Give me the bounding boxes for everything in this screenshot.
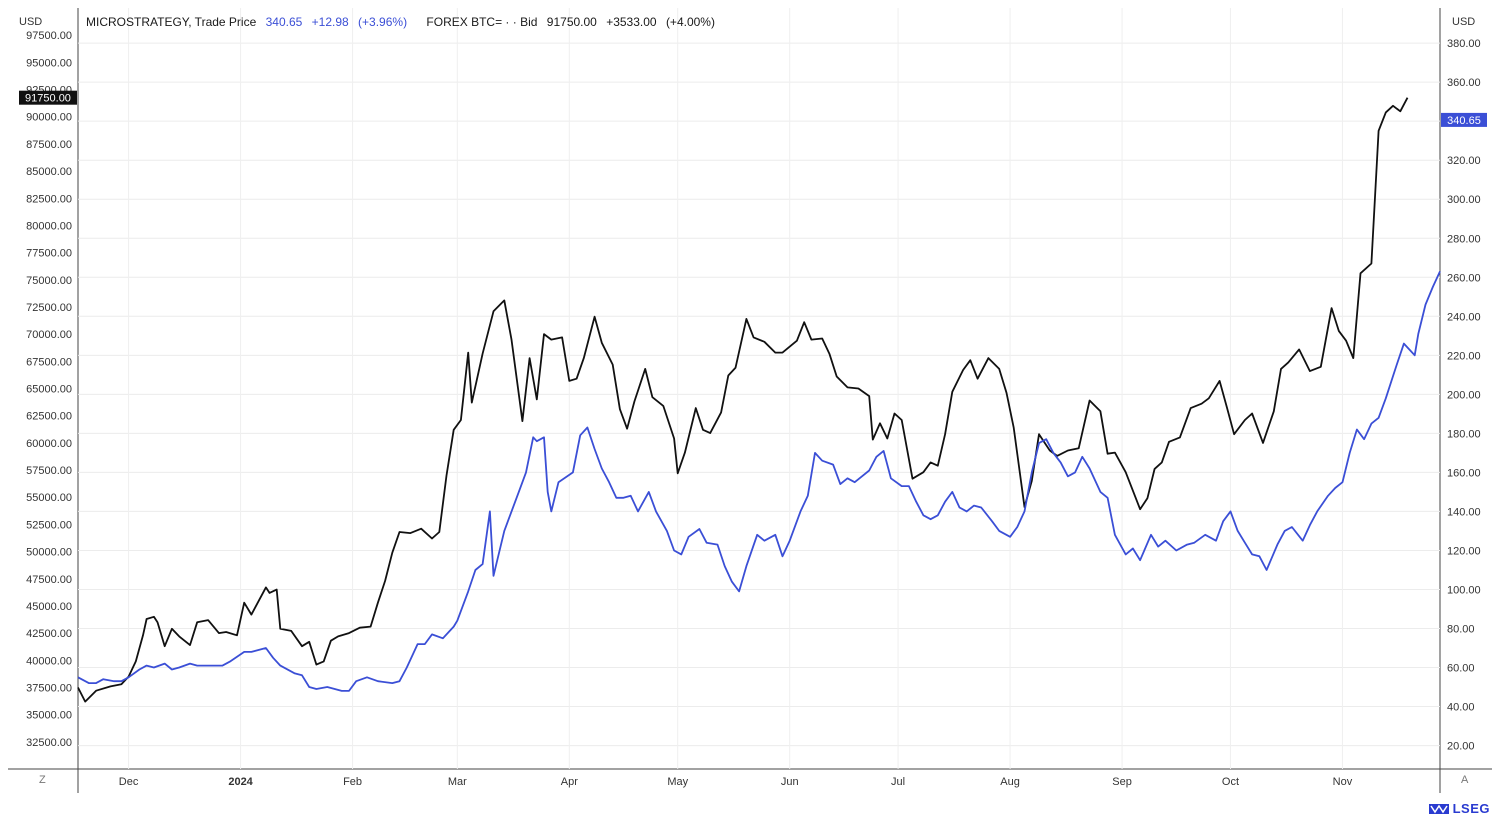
btc-last-tag: 91750.00 <box>25 93 71 105</box>
left-tick-label: 60000.00 <box>26 438 72 450</box>
mstr-last-tag-bg <box>1441 112 1487 127</box>
right-tick-label: 300.00 <box>1447 194 1481 206</box>
left-tick-label: 95000.00 <box>26 57 72 69</box>
right-tick-label: 240.00 <box>1447 311 1481 323</box>
right-tick-label: 160.00 <box>1447 467 1481 479</box>
left-tick-label: 72500.00 <box>26 302 72 314</box>
btc-last-tag-bg <box>19 90 77 105</box>
legend-mstr-name: MICROSTRATEGY, Trade Price <box>86 15 257 29</box>
legend-btc-last: 91750.00 <box>546 15 597 29</box>
right-tick-label: 180.00 <box>1447 428 1481 440</box>
x-tick-label: Dec <box>119 776 139 788</box>
right-tick-label: 60.00 <box>1447 663 1475 675</box>
x-tick-label: Jun <box>781 776 799 788</box>
left-tick-label: 62500.00 <box>26 411 72 423</box>
mstr-line <box>77 271 1441 692</box>
left-tick-label: 40000.00 <box>26 655 72 667</box>
x-tick-label: Sep <box>1112 776 1132 788</box>
right-tick-label: 140.00 <box>1447 506 1481 518</box>
right-tick-label: 20.00 <box>1447 741 1475 753</box>
x-tick-label: 2024 <box>228 776 253 788</box>
lseg-logo: LSEG <box>1428 801 1490 816</box>
x-axis: Dec 2024 Feb Mar Apr May Jun Jul Aug Sep Oct Nov <box>119 776 1353 788</box>
right-tick-label: 280.00 <box>1447 233 1481 245</box>
x-tick-label: Oct <box>1222 776 1239 788</box>
x-tick-label: Mar <box>448 776 467 788</box>
legend: MICROSTRATEGY, Trade Price 340.65 +12.98… <box>86 15 721 29</box>
x-tick-label: Jul <box>891 776 905 788</box>
legend-mstr-change: +12.98 <box>311 15 349 29</box>
left-tick-label: 77500.00 <box>26 248 72 260</box>
x-tick-label: Aug <box>1000 776 1020 788</box>
grid <box>8 8 1492 793</box>
right-tick-label: 200.00 <box>1447 389 1481 401</box>
right-tick-label: 40.00 <box>1447 702 1475 714</box>
left-tick-label: 50000.00 <box>26 547 72 559</box>
btc-line <box>77 97 1409 703</box>
mstr-last-tag: 340.65 <box>1447 115 1481 127</box>
left-tick-label: 82500.00 <box>26 193 72 205</box>
x-tick-label: Apr <box>561 776 578 788</box>
left-tick-label: 80000.00 <box>26 220 72 232</box>
right-tick-label: 220.00 <box>1447 350 1481 362</box>
legend-btc-name: FOREX BTC= · · Bid <box>426 15 538 29</box>
right-tick-label: 100.00 <box>1447 584 1481 596</box>
legend-mstr-pct: (+3.96%) <box>358 15 408 29</box>
left-tick-label: 75000.00 <box>26 275 72 287</box>
right-axis-unit: USD <box>1452 16 1476 28</box>
x-tick-label: Nov <box>1333 776 1353 788</box>
left-tick-label: 47500.00 <box>26 574 72 586</box>
left-tick-label: 85000.00 <box>26 166 72 178</box>
left-tick-label: 90000.00 <box>26 112 72 124</box>
left-tick-label: 42500.00 <box>26 628 72 640</box>
right-tick-label: 80.00 <box>1447 624 1475 636</box>
left-tick-label: 65000.00 <box>26 384 72 396</box>
left-tick-label: 37500.00 <box>26 682 72 694</box>
lseg-logo-text: LSEG <box>1452 801 1490 816</box>
right-tick-label: 360.00 <box>1447 77 1481 89</box>
right-tick-label: 120.00 <box>1447 545 1481 557</box>
left-tick-label: 32500.00 <box>26 737 72 749</box>
legend-mstr-last: 340.65 <box>265 15 303 29</box>
right-y-axis: 20.00 40.00 60.00 80.00 100.00 120.00 140.00 16… <box>1447 38 1481 752</box>
auto-scale-corner-button[interactable]: A <box>1461 774 1469 786</box>
x-tick-label: Feb <box>343 776 362 788</box>
left-axis-unit: USD <box>19 16 43 28</box>
legend-btc-pct: (+4.00%) <box>665 15 715 29</box>
left-tick-label: 87500.00 <box>26 139 72 151</box>
left-tick-label: 45000.00 <box>26 601 72 613</box>
right-tick-label: 380.00 <box>1447 38 1481 50</box>
left-tick-label: 55000.00 <box>26 492 72 504</box>
series-lines <box>77 97 1441 703</box>
x-tick-label: May <box>667 776 688 788</box>
left-y-axis: 32500.00 35000.00 37500.00 40000.00 42500.00… <box>26 30 72 749</box>
last-value-tags: 91750.00 340.65 <box>19 90 1487 127</box>
left-tick-label: 97500.00 <box>26 30 72 42</box>
right-tick-label: 260.00 <box>1447 272 1481 284</box>
legend-btc-change: +3533.00 <box>606 15 657 29</box>
left-tick-label: 67500.00 <box>26 356 72 368</box>
lseg-mark-icon <box>1428 803 1449 814</box>
left-tick-label: 70000.00 <box>26 329 72 341</box>
right-tick-label: 320.00 <box>1447 155 1481 167</box>
zoom-corner-button[interactable]: Z <box>39 774 46 786</box>
left-tick-label: 35000.00 <box>26 710 72 722</box>
left-tick-label: 57500.00 <box>26 465 72 477</box>
left-tick-label: 52500.00 <box>26 519 72 531</box>
